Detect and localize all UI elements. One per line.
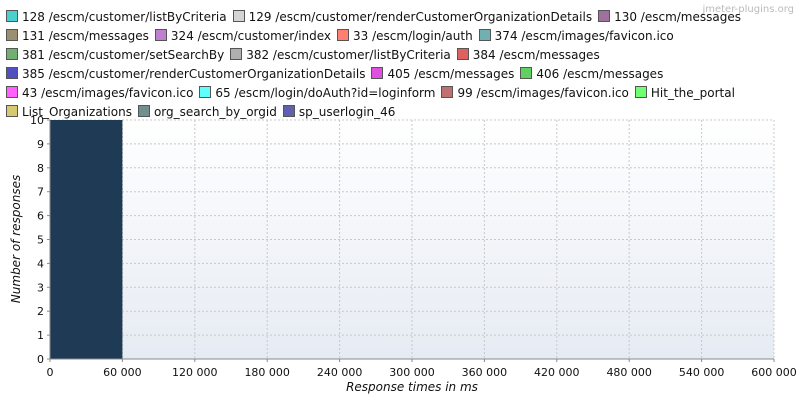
x-tick-label: 420 000	[534, 366, 580, 379]
legend-swatch	[154, 29, 167, 41]
legend-item: 374 /escm/images/favicon.ico	[478, 29, 674, 43]
legend-label: 324 /escm/customer/index	[170, 29, 332, 43]
legend-item: 382 /escm/customer/listByCriteria	[230, 48, 451, 62]
legend-item: 33 /escm/login/auth	[337, 29, 473, 43]
x-tick-label: 120 000	[172, 366, 218, 379]
legend-label: 381 /escm/customer/setSearchBy	[22, 48, 225, 62]
legend-label: 33 /escm/login/auth	[353, 29, 473, 43]
legend-item: List_Organizations	[6, 105, 132, 119]
x-axis-label: Response times in ms	[346, 380, 478, 394]
watermark: jmeter-plugins.org	[702, 4, 794, 15]
legend-item: 131 /escm/messages	[6, 29, 149, 43]
x-tick-label: 240 000	[317, 366, 363, 379]
legend-label: List_Organizations	[22, 105, 132, 119]
legend-item: 406 /escm/messages	[520, 67, 663, 81]
legend-label: org_search_by_orgid	[153, 105, 277, 119]
legend-item: 43 /escm/images/favicon.ico	[6, 86, 193, 100]
legend-row: 131 /escm/messages 324 /escm/customer/ind…	[6, 25, 786, 44]
legend-item: 324 /escm/customer/index	[154, 29, 332, 43]
legend-item: 65 /escm/login/doAuth?id=loginform	[199, 86, 435, 100]
legend-label: sp_userlogin_46	[298, 105, 396, 119]
legend-item: 384 /escm/messages	[456, 48, 600, 62]
legend-label: 65 /escm/login/doAuth?id=loginform	[215, 86, 436, 100]
legend-label: 131 /escm/messages	[22, 29, 149, 43]
legend-item: 381 /escm/customer/setSearchBy	[6, 48, 224, 62]
legend-swatch	[6, 86, 18, 98]
y-tick-label: 1	[37, 329, 44, 342]
legend-swatch	[634, 86, 647, 98]
legend-swatch	[6, 29, 18, 41]
legend-label: 99 /escm/images/favicon.ico	[457, 86, 629, 100]
legend-label: 405 /escm/messages	[387, 67, 515, 81]
legend-row: List_Organizations org_search_by_orgid sp_…	[6, 101, 786, 120]
legend-item: 385 /escm/customer/renderCustomerOrganiz…	[6, 67, 365, 81]
legend-row: 385 /escm/customer/renderCustomerOrganiz…	[6, 63, 786, 82]
legend-item: 99 /escm/images/favicon.ico	[441, 86, 629, 100]
y-tick-label: 8	[37, 162, 44, 175]
legend-label: 374 /escm/images/favicon.ico	[494, 29, 674, 43]
legend-swatch	[6, 105, 18, 117]
legend-item: Hit_the_portal	[634, 86, 735, 100]
legend-item: sp_userlogin_46	[282, 105, 396, 119]
y-tick-label: 10	[30, 114, 44, 127]
legend-label: 406 /escm/messages	[536, 67, 664, 81]
legend-item: 405 /escm/messages	[371, 67, 514, 81]
legend-swatch	[478, 29, 491, 41]
axes: 0 1 2 3 4 5 6 7 8 9 10 0 60 000 120 000 180 000 240 000…	[30, 114, 797, 379]
legend-row: 381 /escm/customer/setSearchBy 382 /escm/…	[6, 44, 786, 63]
legend-item: 128 /escm/customer/listByCriteria	[6, 10, 227, 24]
y-tick-label: 6	[37, 210, 44, 223]
x-tick-label: 360 000	[462, 366, 508, 379]
legend-swatch	[441, 86, 454, 98]
bar	[50, 120, 123, 359]
legend-swatch	[6, 67, 18, 79]
x-tick-label: 60 000	[103, 366, 142, 379]
x-tick-label: 300 000	[389, 366, 435, 379]
legend-label: 130 /escm/messages	[614, 10, 741, 24]
grid	[50, 119, 775, 359]
x-tick-label: 600 000	[751, 366, 797, 379]
legend-swatch	[456, 48, 469, 60]
x-tick-label: 180 000	[244, 366, 290, 379]
legend-swatch	[232, 10, 245, 22]
legend-label: 385 /escm/customer/renderCustomerOrganiz…	[22, 67, 366, 81]
y-tick-label: 0	[37, 353, 44, 366]
legend-swatch	[230, 48, 243, 60]
legend-item: 130 /escm/messages	[598, 10, 741, 24]
y-tick-label: 3	[37, 281, 44, 294]
legend-swatch	[520, 67, 533, 79]
legend-swatch	[598, 10, 611, 22]
y-tick-label: 4	[37, 257, 44, 270]
legend-row: 128 /escm/customer/listByCriteria 129 /es…	[6, 6, 786, 25]
legend-label: 384 /escm/messages	[472, 48, 600, 62]
x-tick-label: 0	[47, 366, 54, 379]
x-tick-label: 540 000	[679, 366, 725, 379]
legend: 128 /escm/customer/listByCriteria 129 /es…	[6, 6, 786, 120]
legend-item: 129 /escm/customer/renderCustomerOrganiz…	[232, 10, 593, 24]
legend-label: Hit_the_portal	[650, 86, 735, 100]
legend-swatch	[199, 86, 212, 98]
legend-label: 129 /escm/customer/renderCustomerOrganiz…	[248, 10, 593, 24]
y-axis-label: Number of responses	[9, 175, 23, 303]
legend-swatch	[6, 10, 18, 22]
legend-row: 43 /escm/images/favicon.ico 65 /escm/logi…	[6, 82, 786, 101]
y-tick-label: 9	[37, 138, 44, 151]
legend-item: org_search_by_orgid	[137, 105, 277, 119]
y-tick-label: 5	[37, 234, 44, 247]
legend-label: 128 /escm/customer/listByCriteria	[22, 10, 227, 24]
legend-label: 382 /escm/customer/listByCriteria	[246, 48, 451, 62]
legend-swatch	[6, 48, 18, 60]
x-tick-label: 480 000	[606, 366, 652, 379]
legend-swatch	[371, 67, 384, 79]
legend-swatch	[137, 105, 150, 117]
y-tick-label: 2	[37, 305, 44, 318]
legend-label: 43 /escm/images/favicon.ico	[22, 86, 194, 100]
legend-swatch	[282, 105, 295, 117]
legend-swatch	[337, 29, 350, 41]
y-tick-label: 7	[37, 186, 44, 199]
bars	[50, 120, 123, 359]
